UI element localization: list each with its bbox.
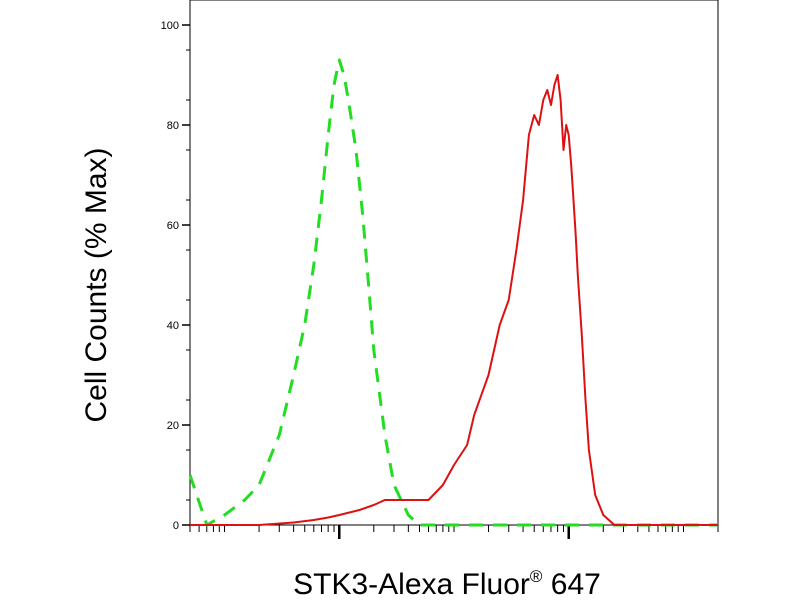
control-histogram-line	[188, 58, 718, 527]
stk3-histogram-line	[190, 74, 718, 526]
y-tick-label: 0	[173, 520, 179, 532]
y-tick-label: 40	[167, 320, 179, 332]
y-tick-label: 100	[161, 20, 179, 32]
x-axis-ticks	[189, 525, 719, 539]
series-layer	[188, 58, 718, 527]
y-axis-title: Cell Counts (% Max)	[80, 147, 113, 422]
y-tick-label: 60	[167, 220, 179, 232]
x-axis-title-main: STK3-Alexa Fluor	[293, 568, 530, 600]
x-axis-title: STK3-Alexa Fluor® 647	[293, 567, 601, 600]
plot-frame	[189, 0, 719, 526]
y-axis-ticks: 0 20 40 60 80 100	[161, 20, 190, 532]
y-tick-label: 20	[167, 420, 179, 432]
x-axis-title-suffix: 647	[542, 568, 600, 600]
y-tick-label: 80	[167, 120, 179, 132]
x-axis-title-registered: ®	[530, 567, 543, 586]
